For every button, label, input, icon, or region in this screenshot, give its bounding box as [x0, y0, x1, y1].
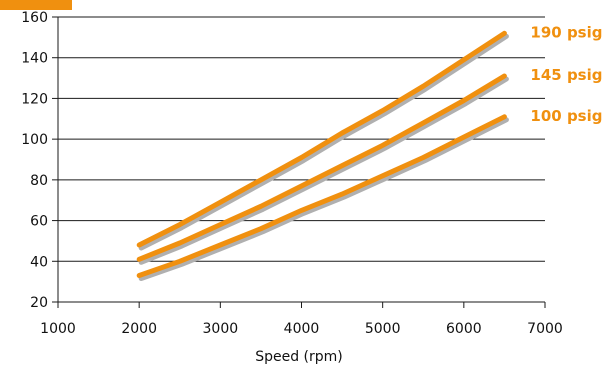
series-line-190-psig: [136, 30, 507, 248]
x-tick-label: 1000: [40, 321, 76, 337]
series-line-145-psig: [136, 73, 507, 262]
grid-layer: [58, 16, 545, 262]
y-tick-label: 140: [21, 51, 48, 67]
y-tick-label: 40: [30, 254, 48, 270]
x-tick-label: 3000: [203, 321, 239, 337]
label-layer: 190 psig 145 psig 100 psig: [530, 23, 602, 124]
series-label: 100 psig: [530, 107, 602, 125]
accent-tab: [0, 0, 72, 10]
y-tick-label: 20: [30, 295, 48, 311]
series-label: 190 psig: [530, 23, 602, 41]
y-tick-label: 80: [30, 173, 48, 189]
series-shadow-1: [138, 76, 509, 265]
x-tick-label: 7000: [527, 321, 563, 337]
series-label: 145 psig: [530, 66, 602, 84]
series-shadow-2: [138, 117, 509, 281]
y-tick-label: 160: [21, 10, 48, 26]
axis-layer: 20 40 60 80 100 120 140 160 1000 2000 3000 4000 5000…: [21, 10, 563, 337]
x-axis-title: Speed (rpm): [255, 349, 343, 365]
series-line-100-psig: [136, 114, 507, 278]
y-tick-label: 100: [21, 132, 48, 148]
series-layer: [136, 30, 509, 281]
y-tick-label: 120: [21, 91, 48, 107]
x-tick-label: 5000: [365, 321, 401, 337]
x-tick-label: 6000: [446, 321, 482, 337]
x-tick-label: 4000: [284, 321, 320, 337]
x-tick-label: 2000: [121, 321, 157, 337]
series-shadow-0: [138, 33, 509, 251]
y-tick-label: 60: [30, 214, 48, 230]
